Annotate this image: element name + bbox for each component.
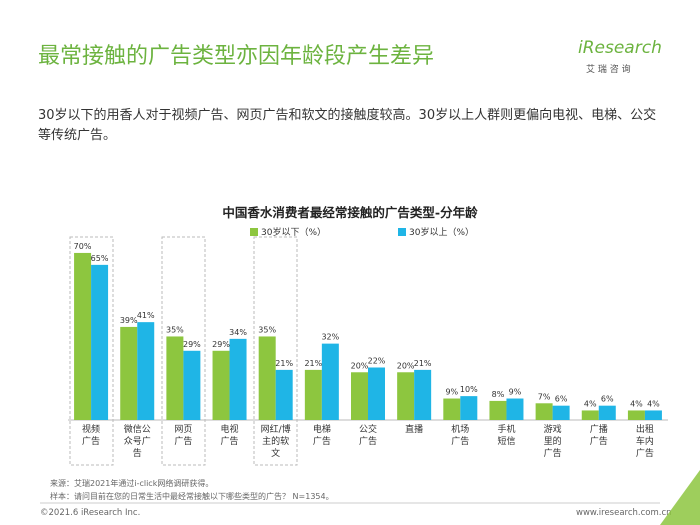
bar [258,336,276,420]
data-label: 20% [351,361,369,370]
x-tick-label: 视频 广告 [82,425,101,447]
bar [137,322,155,420]
bar [552,405,570,420]
bar [443,398,461,420]
bar [489,400,507,420]
x-tick-label: 网页 广告 [174,425,193,447]
bar [644,410,662,420]
legend-swatch [398,228,406,236]
data-label: 20% [397,361,415,370]
data-label: 39% [120,316,138,325]
x-tick-label: 出租 车内 广告 [635,425,654,459]
bar [506,398,524,420]
data-label: 65% [91,254,109,263]
data-label: 29% [212,340,230,349]
highlight-box [161,236,206,466]
x-tick-label: 网红/博 主的软 文 [260,425,291,459]
data-label: 4% [584,399,597,408]
data-label: 21% [414,359,432,368]
legend-label: 30岁以下（%） [261,226,326,238]
data-label: 34% [229,328,247,337]
bar [212,350,230,420]
x-tick-label: 直播 [405,425,424,435]
corner-decoration [660,470,700,525]
bar [368,367,385,420]
data-label: 9% [445,388,458,397]
data-label: 4% [647,399,660,408]
data-label: 35% [258,325,276,334]
data-label: 41% [137,311,155,320]
bar [74,252,92,420]
data-label: 21% [275,359,293,368]
highlight-box [253,236,298,466]
highlight-box [69,236,114,466]
x-tick-label: 手机 短信 [497,425,516,447]
legend-label: 30岁以上（%） [409,226,474,238]
data-label: 9% [509,388,522,397]
data-label: 21% [304,359,322,368]
bar [351,372,368,420]
slide-title: 最常接触的广告类型亦因年龄段产生差异 [38,44,435,69]
footnote: 来源：艾瑞2021年通过i-click网络调研获得。 [50,479,214,488]
data-label: 4% [630,399,643,408]
data-label: 10% [460,385,478,394]
x-tick-label: 公交 广告 [358,425,377,447]
x-tick-label: 机场 广告 [451,425,470,447]
data-label: 22% [368,356,386,365]
bar [183,350,201,420]
bar [535,403,553,420]
logo: iResearch [578,38,662,58]
data-label: 29% [183,340,201,349]
legend-swatch [250,228,258,236]
data-label: 7% [538,392,551,401]
data-label: 70% [74,242,92,251]
bar [627,410,645,420]
x-tick-label: 游戏 里的 广告 [543,425,562,459]
url: www.iresearch.com.cn [576,508,672,518]
data-label: 8% [492,390,505,399]
copyright: ©2021.6 iResearch Inc. [40,508,141,518]
chart-title: 中国香水消费者最经常接触的广告类型-分年龄 [222,205,478,220]
bar [598,405,616,420]
x-tick-label: 微信公 众号广 告 [123,425,151,459]
x-tick-label: 广播 广告 [589,425,608,447]
data-label: 35% [166,325,184,334]
bar [275,369,293,420]
bar [304,369,322,420]
bar [91,264,109,420]
x-tick-label: 电视 广告 [220,425,239,447]
bar [229,338,247,420]
bar [166,336,184,420]
data-label: 32% [321,333,339,342]
data-label: 6% [601,395,614,404]
bar [414,369,432,420]
bar [321,343,339,420]
bar [581,410,599,420]
footnote: 样本：请问目前在您的日常生活中最经常接触以下哪些类型的广告？ N=1354。 [50,492,334,501]
description: 30岁以下的用香人对于视频广告、网页广告和软文的接触度较高。30岁以上人群则更偏… [38,108,657,143]
bar [460,396,478,420]
logo-subtitle: 艾 瑞 咨 询 [586,65,631,75]
bar [397,372,415,420]
bar [120,326,138,420]
data-label: 6% [555,395,568,404]
x-tick-label: 电梯 广告 [312,425,331,447]
